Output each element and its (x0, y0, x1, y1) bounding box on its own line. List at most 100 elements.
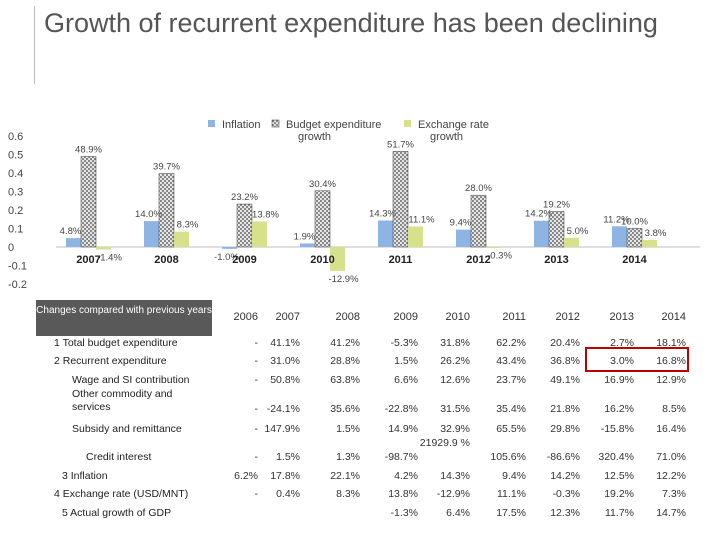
bar-inflation (66, 238, 81, 247)
table-cell: 1.3% (336, 451, 360, 463)
table-cell: 22.1% (330, 470, 360, 482)
table-cell: 35.4% (496, 403, 526, 415)
table-cell: 14.2% (550, 470, 580, 482)
table-cell: - (254, 355, 259, 367)
category-label: 2011 (389, 254, 413, 266)
bar-budget-expenditure-growth (548, 211, 565, 248)
table-cell: 41.1% (270, 337, 300, 349)
bar-inflation (612, 226, 627, 247)
table-cell: 16.9% (604, 374, 634, 386)
data-label: -1.0% (214, 252, 239, 263)
title-accent-rule (34, 6, 35, 84)
table-cell: - (254, 403, 259, 415)
table-cell: 26.2% (440, 355, 470, 367)
table-cell: 12.3% (550, 507, 580, 519)
legend-swatch (208, 120, 215, 127)
y-tick-label: -0.1 (8, 261, 27, 273)
data-label: 1.9% (294, 231, 316, 242)
table-year-header: 2009 (393, 311, 418, 323)
y-tick-label: 0.6 (8, 131, 23, 143)
table-cell: 14.7% (656, 507, 686, 519)
table-cell: 21929.9 % (419, 437, 470, 449)
table-cell: 0.4% (276, 488, 300, 500)
table-row-label: Credit interest (86, 451, 152, 463)
table-cell: 6.6% (394, 374, 418, 386)
table-cell: 31.8% (440, 337, 470, 349)
table-cell: 36.8% (550, 355, 580, 367)
table-cell: 63.8% (330, 374, 360, 386)
table-cell: 1.5% (394, 355, 418, 367)
data-label: 30.4% (309, 179, 336, 190)
data-label: 11.2% (603, 214, 630, 225)
bar-budget-expenditure-growth (470, 194, 487, 248)
bar-exchange-rate-growth (252, 221, 267, 247)
page-title: Growth of recurrent expenditure has been… (44, 8, 658, 38)
table-row-label: 4 Exchange rate (USD/MNT) (54, 488, 189, 500)
bar-budget-expenditure-growth (392, 151, 409, 248)
data-label: 19.2% (543, 199, 570, 210)
table-row-label: 1 Total budget expenditure (54, 337, 178, 349)
table-cell: 31.0% (270, 355, 300, 367)
table-year-header: 2012 (555, 311, 580, 323)
y-tick-label: 0.2 (8, 205, 23, 217)
bar-chart: 0.6 0.5 0.4 0.3 0.2 0.1 0 -0.1 -0.2 4.8% 48.9% -1.… (8, 119, 700, 291)
table-year-header: 2010 (445, 311, 470, 323)
table-year-header: 2006 (233, 311, 258, 323)
table-cell: 35.6% (330, 403, 360, 415)
y-tick-label: 0.5 (8, 150, 23, 162)
table-cell: - (254, 488, 259, 500)
table-cell: 14.9% (388, 423, 418, 435)
bar-inflation (222, 247, 237, 249)
table-cell: 43.4% (496, 355, 526, 367)
table-cell: 11.7% (605, 507, 634, 519)
bar-exchange-rate-growth (642, 239, 657, 247)
y-tick-label: 0.1 (8, 224, 23, 236)
table-cell: 320.4% (598, 451, 634, 463)
table-cell: 105.6% (490, 451, 526, 463)
table-cell: 12.2% (656, 470, 686, 482)
table-year-header: 2013 (609, 311, 634, 323)
table-cell: 71.0% (656, 451, 686, 463)
table-year-header: 2014 (661, 311, 686, 323)
data-label: 28.0% (465, 183, 492, 194)
table-cell: -22.8% (384, 403, 418, 415)
bar-inflation (534, 220, 549, 247)
data-label: 11.1% (408, 214, 435, 225)
bar-inflation (300, 243, 315, 247)
bar-inflation (378, 220, 393, 247)
bar-exchange-rate-growth (330, 247, 345, 271)
table-cell: 17.8% (270, 470, 300, 482)
data-label: 3.8% (645, 228, 667, 239)
category-label: 2013 (544, 254, 568, 266)
table-cell: -86.6% (546, 451, 580, 463)
data-label: 39.7% (153, 162, 180, 173)
data-label: 14.0% (135, 209, 162, 220)
bar-budget-expenditure-growth (236, 203, 253, 248)
table-cell: 28.8% (330, 355, 360, 367)
table-cell: 4.2% (394, 470, 418, 482)
data-label: 48.9% (75, 145, 102, 156)
legend-label: growth (298, 131, 331, 143)
legend-label: Budget expenditure (286, 119, 381, 131)
table-cell: 14.3% (440, 470, 470, 482)
legend-label: Exchange rate (418, 119, 489, 131)
table-cell: 62.2% (496, 337, 526, 349)
bar-exchange-rate-growth (96, 247, 111, 250)
highlight-box (585, 347, 689, 372)
category-label: 2009 (232, 254, 256, 266)
table-cell: - (254, 423, 259, 435)
table-cell: -5.3% (390, 337, 418, 349)
table-cell: 21.8% (550, 403, 580, 415)
table-cell: 29.8% (550, 423, 580, 435)
data-label: 23.2% (231, 192, 258, 203)
table-year-header: 2011 (502, 311, 526, 323)
category-label: 2012 (466, 254, 490, 266)
table-row-label: Wage and SI contribution (72, 374, 190, 386)
bar-exchange-rate-growth (564, 237, 579, 247)
legend-swatch (404, 120, 411, 127)
table-cell: 31.5% (440, 403, 470, 415)
table-cell: 16.2% (604, 403, 634, 415)
legend-swatch (271, 119, 280, 128)
table-cell: - (254, 451, 259, 463)
table-cell: 1.5% (336, 423, 360, 435)
